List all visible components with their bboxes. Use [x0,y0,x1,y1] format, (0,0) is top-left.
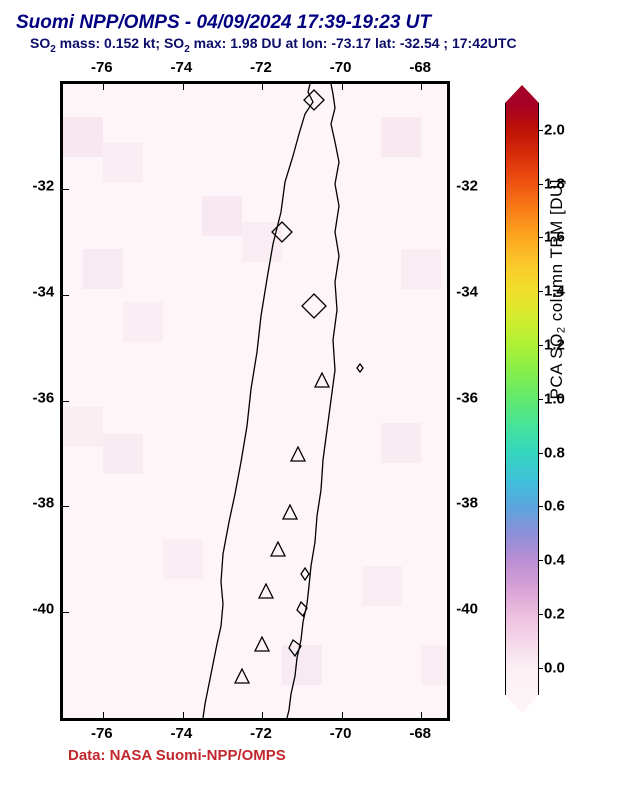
colorbar-body: 0.00.20.40.60.81.01.21.41.61.82.0 [505,103,539,695]
map-frame [60,81,450,721]
volcano-marker-triangle [282,504,298,520]
y-ticks-left: -32 -34 -36 -38 -40 [10,81,60,721]
colorbar-tick-label: 2.0 [544,121,578,138]
y-tick-label: -40 [456,601,478,618]
colorbar-under-triangle [505,695,539,713]
y-tick-label: -32 [33,178,55,195]
colorbar-tick-label: 0.8 [544,444,578,461]
data-attribution: Data: NASA Suomi-NPP/OMPS [68,747,485,764]
colorbar-block: 0.00.20.40.60.81.01.21.41.61.82.0 PCA SO… [505,59,567,739]
y-tick-label: -38 [456,495,478,512]
colorbar-over-triangle [505,85,539,103]
x-tick-label: -76 [91,725,113,742]
y-tick-label: -32 [456,178,478,195]
chart-container: -76-74-72-70-68 -32-34-36-38-40 -32-34-3… [10,59,613,764]
x-tick-label: -70 [330,59,352,76]
volcano-marker-triangle [234,668,250,684]
y-tick-label: -34 [33,284,55,301]
colorbar-tick-label: 0.4 [544,552,578,569]
volcano-marker-triangle [314,372,330,388]
y-tick-label: -34 [456,284,478,301]
volcano-marker-diamond [271,221,293,243]
colorbar-tick-label: 0.6 [544,498,578,515]
map-block: -76-74-72-70-68 -32-34-36-38-40 -32-34-3… [10,59,485,764]
volcano-marker-diamond [301,293,327,319]
volcano-marker-diamond [303,89,325,111]
x-ticks-top: -76 -74 -72 -70 -68 [62,59,466,81]
colorbar-tick-label: 0.0 [544,659,578,676]
colorbar: 0.00.20.40.60.81.01.21.41.61.82.0 [505,85,539,713]
x-tick-label: -74 [171,59,193,76]
x-tick-label: -72 [250,725,272,742]
x-tick-label: -70 [330,725,352,742]
x-tick-label: -68 [409,59,431,76]
y-tick-label: -36 [33,389,55,406]
x-tick-label: -76 [91,59,113,76]
plot-title: Suomi NPP/OMPS - 04/09/2024 17:39-19:23 … [16,12,613,34]
x-tick-label: -72 [250,59,272,76]
volcano-marker-triangle [258,583,274,599]
volcano-marker-triangle [290,446,306,462]
x-tick-label: -74 [171,725,193,742]
colorbar-label: PCA SO2 column TRM [DU] [547,179,567,399]
y-tick-label: -40 [33,601,55,618]
x-tick-label: -68 [409,725,431,742]
map-svg [63,84,450,718]
colorbar-tick-label: 0.2 [544,606,578,623]
plot-subtitle: SO2 mass: 0.152 kt; SO2 max: 1.98 DU at … [30,35,613,55]
y-ticks-right: -32 -34 -36 -38 -40 [450,81,485,721]
y-tick-label: -36 [456,389,478,406]
volcano-marker-triangle [254,636,270,652]
y-tick-label: -38 [33,495,55,512]
volcano-marker-triangle [270,541,286,557]
coastline [203,84,363,718]
x-ticks-bottom: -76 -74 -72 -70 -68 [62,721,466,743]
